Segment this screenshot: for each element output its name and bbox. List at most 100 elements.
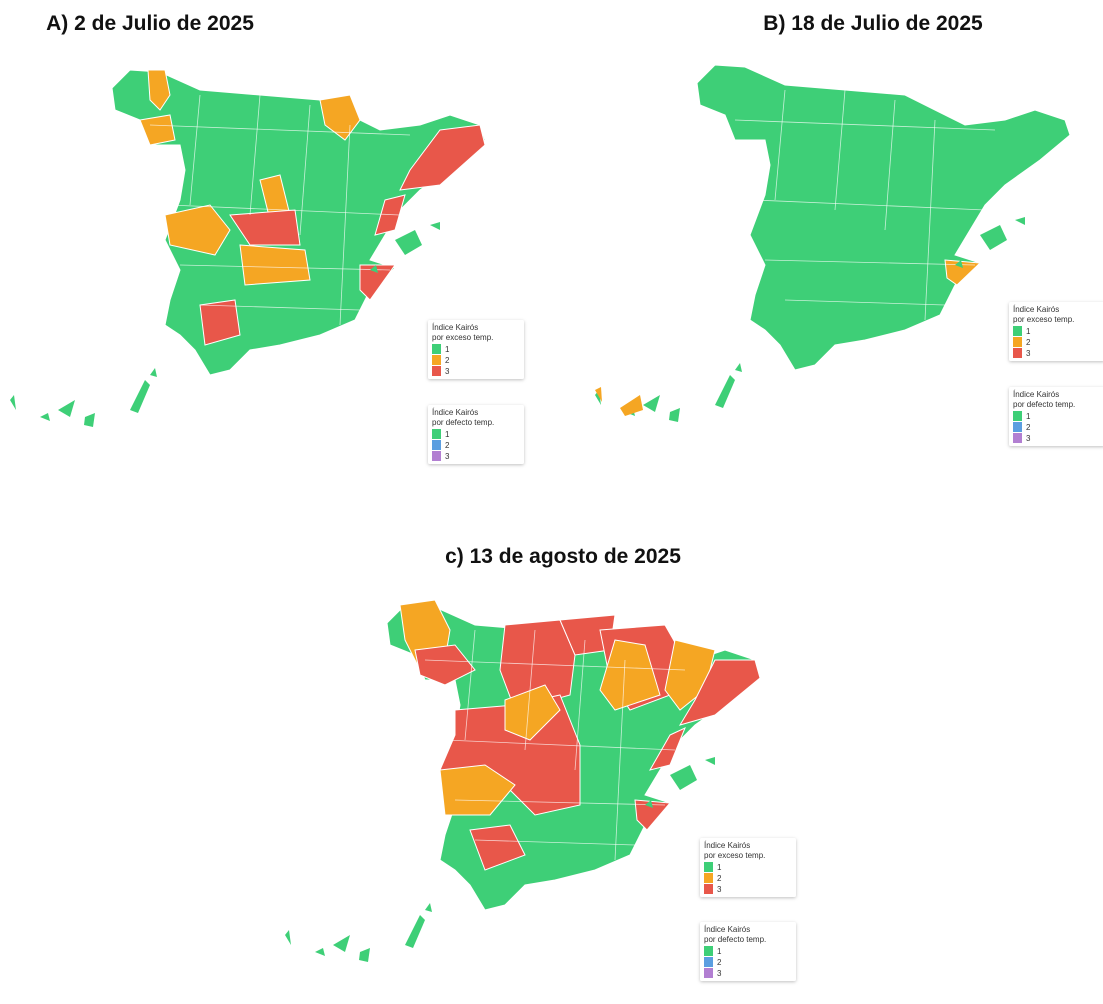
legend-swatch <box>704 946 713 956</box>
island <box>735 363 742 372</box>
province-border <box>149 124 411 136</box>
island <box>405 915 425 948</box>
island <box>620 395 643 416</box>
island <box>395 230 422 255</box>
legend-box <box>700 838 796 897</box>
province <box>648 727 686 771</box>
legend-title: Índice Kairós <box>704 925 750 934</box>
province <box>239 244 311 286</box>
legend-box <box>428 405 524 464</box>
province <box>147 69 171 111</box>
legend-label: 2 <box>717 874 722 883</box>
province-border <box>454 799 666 806</box>
island <box>84 413 95 427</box>
map-title: A) 2 de Julio de 2025 <box>46 12 254 35</box>
island <box>359 948 370 962</box>
island <box>58 400 75 417</box>
legend-swatch <box>1013 411 1022 421</box>
province <box>399 124 486 191</box>
province <box>664 639 716 711</box>
province <box>599 639 661 711</box>
province-border <box>474 839 636 846</box>
island <box>333 935 350 952</box>
legend-title: por exceso temp. <box>432 333 493 342</box>
province-border <box>179 264 391 271</box>
province-border <box>884 99 896 231</box>
legend-title: Índice Kairós <box>432 323 478 332</box>
legend-swatch <box>432 440 441 450</box>
province-border <box>784 299 946 306</box>
legend-swatch <box>1013 348 1022 358</box>
legend-title: Índice Kairós <box>1013 305 1059 314</box>
province <box>439 764 516 816</box>
province-border <box>424 659 686 671</box>
legend-swatch <box>704 884 713 894</box>
island <box>715 375 735 408</box>
legend-box <box>1009 302 1103 361</box>
province-border <box>734 119 996 131</box>
province-border <box>774 89 786 201</box>
legend-title: por defecto temp. <box>432 418 494 427</box>
province-border <box>189 94 201 206</box>
province <box>229 209 301 246</box>
province <box>199 299 241 346</box>
province-border <box>299 104 311 236</box>
map <box>595 64 1071 422</box>
legend-label: 2 <box>445 356 450 365</box>
legend-label: 1 <box>445 345 450 354</box>
province <box>634 799 672 831</box>
province <box>374 194 406 236</box>
legend-label: 2 <box>1026 338 1031 347</box>
province-border <box>834 89 846 211</box>
legend-title: Índice Kairós <box>704 841 750 850</box>
map <box>10 69 486 427</box>
province-border <box>764 259 976 266</box>
legend-title: por exceso temp. <box>1013 315 1074 324</box>
island <box>370 265 378 273</box>
legend-box <box>1009 387 1103 446</box>
island <box>315 948 325 956</box>
legend-title: por defecto temp. <box>704 935 766 944</box>
province-border <box>339 124 351 326</box>
legend-title: Índice Kairós <box>432 408 478 417</box>
province <box>359 264 396 301</box>
province-border <box>924 119 936 321</box>
island <box>285 930 291 945</box>
legend-swatch <box>432 429 441 439</box>
island <box>955 260 963 268</box>
province <box>139 114 176 146</box>
legend-label: 3 <box>1026 349 1031 358</box>
island <box>670 765 697 790</box>
island <box>10 395 16 410</box>
legend-label: 3 <box>1026 434 1031 443</box>
province-border <box>444 739 676 751</box>
legend-box <box>700 922 796 981</box>
island <box>40 413 50 421</box>
province-border <box>169 204 401 216</box>
legend-swatch <box>432 344 441 354</box>
legend-swatch <box>704 957 713 967</box>
legend-swatch <box>1013 422 1022 432</box>
legend-label: 3 <box>717 969 722 978</box>
legend-label: 3 <box>717 885 722 894</box>
mainland <box>696 64 1071 371</box>
island <box>595 387 602 402</box>
province <box>504 684 561 741</box>
island <box>705 757 715 765</box>
province <box>678 659 761 726</box>
legend-swatch <box>704 862 713 872</box>
island <box>130 380 150 413</box>
legend-box <box>428 320 524 379</box>
legend-swatch <box>432 366 441 376</box>
province-border <box>524 629 536 751</box>
legend-title: por exceso temp. <box>704 851 765 860</box>
legend-label: 2 <box>445 441 450 450</box>
island <box>980 225 1007 250</box>
province-border <box>464 629 476 741</box>
island <box>645 800 653 808</box>
legend-label: 1 <box>717 947 722 956</box>
legend-label: 3 <box>445 452 450 461</box>
legend-swatch <box>704 873 713 883</box>
legend-swatch <box>432 355 441 365</box>
legend-title: Índice Kairós <box>1013 390 1059 399</box>
